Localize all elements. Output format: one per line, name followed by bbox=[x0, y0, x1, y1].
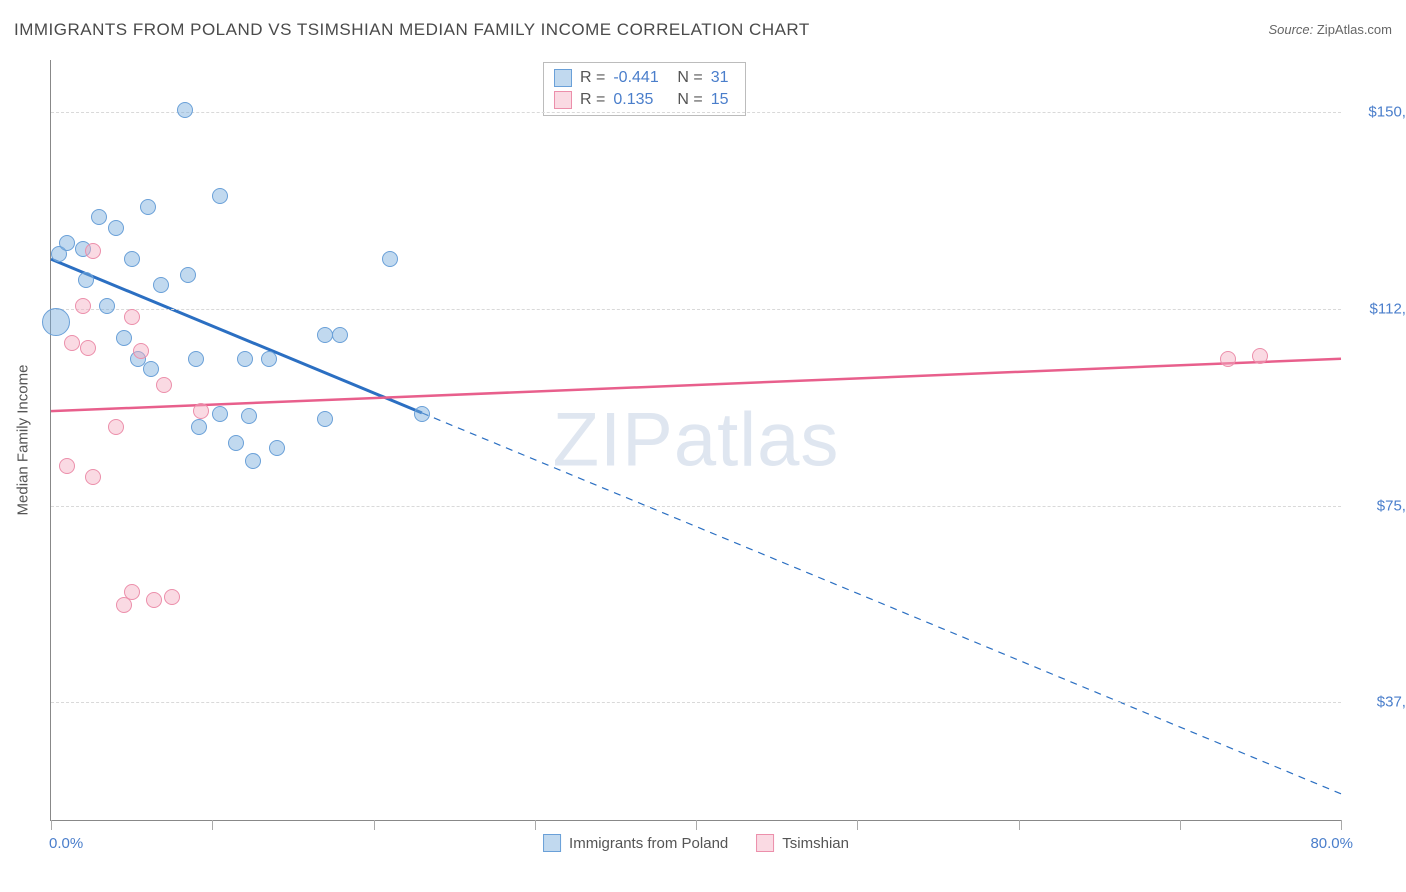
x-tick bbox=[696, 820, 697, 830]
x-tick bbox=[212, 820, 213, 830]
n-value: 15 bbox=[711, 89, 735, 111]
legend-item-poland: Immigrants from Poland bbox=[543, 834, 728, 852]
tsimshian-point bbox=[64, 335, 80, 351]
x-tick bbox=[857, 820, 858, 830]
x-tick bbox=[1341, 820, 1342, 830]
source-prefix: Source: bbox=[1268, 22, 1316, 37]
poland-point bbox=[269, 440, 285, 456]
n-label: N = bbox=[677, 67, 702, 89]
legend-item-tsimshian: Tsimshian bbox=[756, 834, 849, 852]
y-tick-label: $75,000 bbox=[1351, 497, 1406, 514]
tsimshian-point bbox=[59, 458, 75, 474]
y-axis-title: Median Family Income bbox=[15, 365, 32, 516]
poland-point bbox=[143, 361, 159, 377]
n-label: N = bbox=[677, 89, 702, 111]
x-tick bbox=[1019, 820, 1020, 830]
y-tick-label: $37,500 bbox=[1351, 694, 1406, 711]
watermark-part1: ZIP bbox=[553, 398, 674, 483]
poland-point bbox=[116, 330, 132, 346]
legend-label: Tsimshian bbox=[782, 835, 849, 852]
poland-point bbox=[177, 102, 193, 118]
poland-point bbox=[108, 220, 124, 236]
tsimshian-point bbox=[146, 592, 162, 608]
poland-point bbox=[180, 267, 196, 283]
tsimshian-point bbox=[80, 340, 96, 356]
source-name: ZipAtlas.com bbox=[1317, 22, 1392, 37]
series-legend: Immigrants from Poland Tsimshian bbox=[543, 834, 849, 852]
poland-point bbox=[414, 406, 430, 422]
trend-lines-layer bbox=[51, 60, 1341, 820]
poland-point bbox=[153, 277, 169, 293]
poland-point bbox=[332, 327, 348, 343]
y-tick-label: $112,500 bbox=[1351, 300, 1406, 317]
tsimshian-swatch bbox=[554, 91, 572, 109]
poland-point bbox=[191, 419, 207, 435]
poland-point bbox=[241, 408, 257, 424]
tsimshian-point bbox=[1252, 348, 1268, 364]
corr-row-tsimshian: R = 0.135 N = 15 bbox=[554, 89, 735, 111]
poland-point bbox=[140, 199, 156, 215]
poland-point bbox=[78, 272, 94, 288]
grid-line bbox=[51, 506, 1341, 507]
tsimshian-point bbox=[193, 403, 209, 419]
n-value: 31 bbox=[711, 67, 735, 89]
chart-header: IMMIGRANTS FROM POLAND VS TSIMSHIAN MEDI… bbox=[14, 20, 1392, 48]
tsimshian-point bbox=[133, 343, 149, 359]
correlation-legend: R = -0.441 N = 31 R = 0.135 N = 15 bbox=[543, 62, 746, 116]
x-tick bbox=[374, 820, 375, 830]
x-tick bbox=[535, 820, 536, 830]
watermark: ZIPatlas bbox=[553, 397, 840, 484]
poland-point bbox=[59, 235, 75, 251]
poland-point bbox=[212, 188, 228, 204]
source-credit: Source: ZipAtlas.com bbox=[1268, 22, 1392, 37]
poland-point bbox=[317, 411, 333, 427]
grid-line bbox=[51, 702, 1341, 703]
r-label: R = bbox=[580, 67, 605, 89]
grid-line bbox=[51, 309, 1341, 310]
tsimshian-point bbox=[75, 298, 91, 314]
tsimshian-swatch-icon bbox=[756, 834, 774, 852]
poland-point bbox=[124, 251, 140, 267]
x-tick bbox=[51, 820, 52, 830]
r-value: -0.441 bbox=[613, 67, 669, 89]
tsimshian-point bbox=[1220, 351, 1236, 367]
corr-row-poland: R = -0.441 N = 31 bbox=[554, 67, 735, 89]
watermark-part2: atlas bbox=[674, 398, 840, 483]
poland-point bbox=[237, 351, 253, 367]
tsimshian-point bbox=[124, 309, 140, 325]
tsimshian-point bbox=[156, 377, 172, 393]
tsimshian-point bbox=[124, 584, 140, 600]
poland-swatch-icon bbox=[543, 834, 561, 852]
y-tick-label: $150,000 bbox=[1351, 104, 1406, 121]
poland-point bbox=[188, 351, 204, 367]
poland-swatch bbox=[554, 69, 572, 87]
poland-point bbox=[245, 453, 261, 469]
x-min-label: 0.0% bbox=[49, 835, 83, 852]
poland-point bbox=[42, 308, 70, 336]
x-tick bbox=[1180, 820, 1181, 830]
poland-point bbox=[212, 406, 228, 422]
r-value: 0.135 bbox=[613, 89, 669, 111]
r-label: R = bbox=[580, 89, 605, 111]
tsimshian-point bbox=[108, 419, 124, 435]
tsimshian-point bbox=[164, 589, 180, 605]
tsimshian-point bbox=[85, 469, 101, 485]
scatter-plot: ZIPatlas Median Family Income R =-0.441N… bbox=[50, 60, 1341, 821]
poland-point bbox=[261, 351, 277, 367]
poland-point bbox=[91, 209, 107, 225]
tsimshian-point bbox=[85, 243, 101, 259]
poland-point bbox=[99, 298, 115, 314]
x-max-label: 80.0% bbox=[1310, 835, 1353, 852]
legend-label: Immigrants from Poland bbox=[569, 835, 728, 852]
grid-line bbox=[51, 112, 1341, 113]
chart-title: IMMIGRANTS FROM POLAND VS TSIMSHIAN MEDI… bbox=[14, 20, 810, 39]
poland-point bbox=[228, 435, 244, 451]
poland-point bbox=[382, 251, 398, 267]
